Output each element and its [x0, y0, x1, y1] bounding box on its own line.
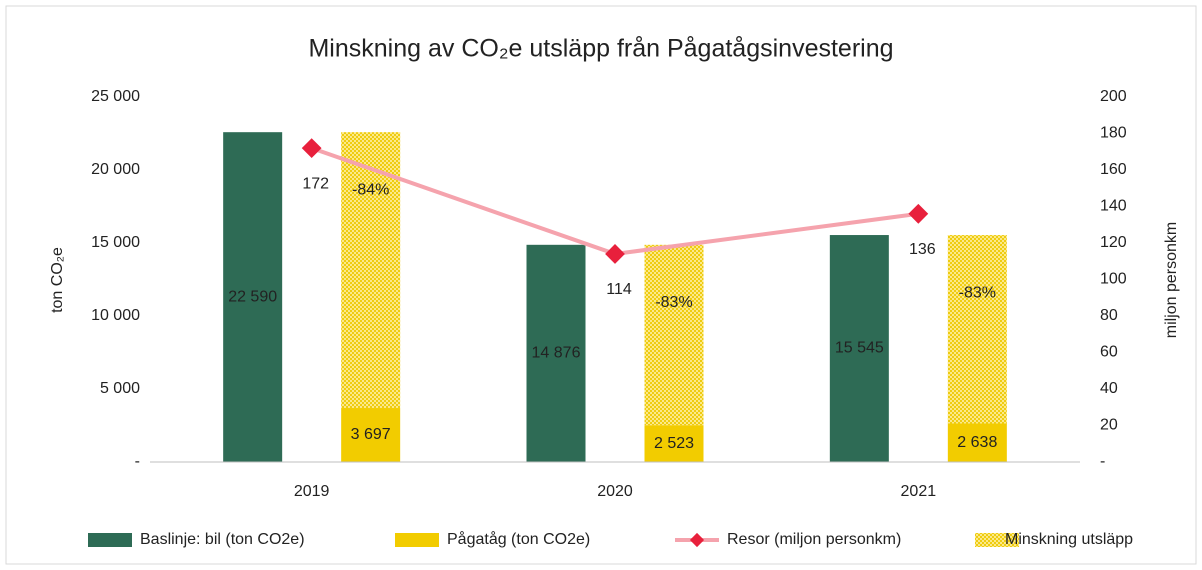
- legend-swatch: [689, 532, 705, 548]
- bar-value-label: 15 545: [835, 340, 884, 357]
- y2-tick-label: 60: [1100, 344, 1118, 361]
- y-tick-label: 15 000: [91, 234, 140, 251]
- chart-title: Minskning av CO₂e utsläpp från Pågatågsi…: [308, 35, 893, 63]
- bar: [223, 132, 283, 462]
- y2-tick-label: 120: [1100, 234, 1127, 251]
- bar-value-label: 2 523: [654, 435, 694, 452]
- y2-tick-label: 80: [1100, 307, 1118, 324]
- bar-value-label: 2 638: [957, 434, 997, 451]
- chart-frame: [5, 5, 1197, 565]
- line-value-label: 136: [909, 241, 936, 258]
- y-tick-label: 25 000: [91, 88, 140, 105]
- y-tick-label: 10 000: [91, 307, 140, 324]
- y2-tick-label: 200: [1100, 88, 1127, 105]
- x-tick-label: 2021: [901, 483, 937, 500]
- x-tick-label: 2019: [294, 483, 330, 500]
- legend-label: Baslinje: bil (ton CO2e): [140, 531, 305, 548]
- y2-tick-label: 40: [1100, 380, 1118, 397]
- legend-label: Pågatåg (ton CO2e): [447, 530, 590, 548]
- line-marker: [301, 138, 322, 158]
- y2-tick-label: 180: [1100, 125, 1127, 142]
- y-axis-label: ton CO₂e: [49, 247, 66, 313]
- bar-stacked: [341, 132, 401, 409]
- y2-tick-label: 20: [1100, 417, 1118, 434]
- bar: [947, 423, 1007, 462]
- y2-tick-label: -: [1100, 453, 1105, 470]
- bar-value-label: 3 697: [351, 426, 391, 443]
- y-tick-label: -: [135, 453, 140, 470]
- line-value-label: 114: [606, 281, 632, 298]
- bar: [829, 235, 889, 462]
- bar-stacked: [644, 244, 704, 426]
- y-tick-label: 5 000: [100, 380, 140, 397]
- y2-axis-label: miljon personkm: [1163, 222, 1180, 338]
- bar-value-label: 22 590: [228, 288, 277, 305]
- y-tick-label: 20 000: [91, 161, 140, 178]
- y2-tick-label: 140: [1100, 198, 1127, 215]
- legend-swatch: [88, 533, 132, 547]
- bar: [526, 244, 586, 462]
- x-tick-label: 2020: [597, 483, 633, 500]
- bar-stacked: [947, 235, 1007, 424]
- legend-label: Resor (miljon personkm): [727, 531, 901, 548]
- percent-label: -83%: [655, 294, 692, 311]
- legend-swatch: [395, 533, 439, 547]
- percent-label: -84%: [352, 181, 389, 198]
- y2-tick-label: 100: [1100, 271, 1127, 288]
- bar: [644, 425, 704, 462]
- legend-label: Minskning utsläpp: [1005, 531, 1133, 548]
- bar: [341, 408, 401, 462]
- bar-value-label: 14 876: [532, 345, 581, 362]
- line-value-label: 172: [302, 175, 329, 192]
- percent-label: -83%: [959, 284, 996, 301]
- y2-tick-label: 160: [1100, 161, 1127, 178]
- legend-swatch: [975, 533, 1019, 547]
